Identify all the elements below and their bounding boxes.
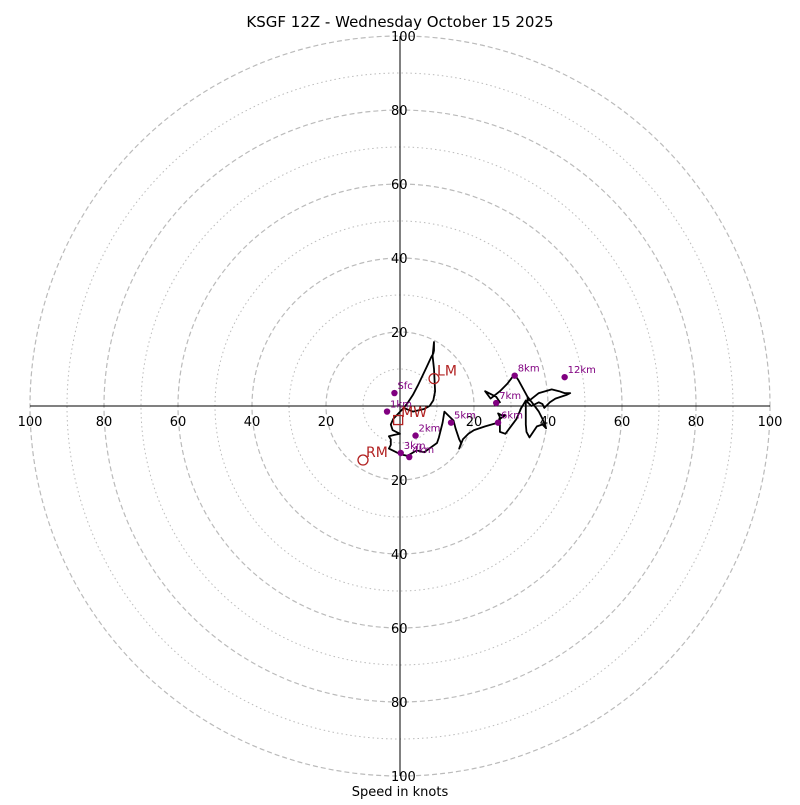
height-marker-label: 8km <box>518 364 540 375</box>
height-marker-label: 5km <box>454 411 476 422</box>
x-tick-label: 80 <box>96 415 113 430</box>
height-marker-label: 1km <box>390 400 412 411</box>
x-tick-label: 40 <box>244 415 261 430</box>
y-tick-label: 60 <box>391 178 408 193</box>
wind-trace <box>387 341 572 457</box>
height-marker-dot <box>412 432 419 439</box>
height-marker-dot <box>493 399 500 407</box>
x-tick-label: 80 <box>688 415 705 430</box>
y-tick-label: 40 <box>391 548 408 563</box>
x-tick-label: 60 <box>614 415 631 430</box>
height-marker-dot <box>406 453 413 461</box>
storm-motion-marker <box>357 454 369 466</box>
height-marker-label: 2km <box>419 424 441 435</box>
y-tick-label: 20 <box>391 474 408 489</box>
tick-labels: 100 80 60 40 20 20 40 60 80 100100806040202040608… <box>18 30 783 785</box>
y-tick-label: 60 <box>391 622 408 637</box>
height-marker-dot <box>383 408 391 415</box>
height-marker-label: 6km <box>501 411 523 422</box>
wind-trace-line <box>387 341 572 457</box>
height-marker-dot <box>494 419 502 426</box>
height-marker-label: 12km <box>568 365 596 376</box>
y-tick-label: 100 <box>391 770 416 785</box>
chart-title: KSGF 12Z - Wednesday October 15 2025 <box>246 13 553 31</box>
y-tick-label: 20 <box>391 326 408 341</box>
storm-motion-marker <box>428 372 440 385</box>
x-tick-label: 100 <box>18 415 43 430</box>
y-tick-label: 80 <box>391 696 408 711</box>
height-marker-label: 4km <box>412 445 434 456</box>
storm-motion-label: LM <box>437 364 457 380</box>
storm-motion-markers: LM MW RM <box>357 364 457 466</box>
axes <box>30 36 770 776</box>
height-marker-dot <box>397 449 404 457</box>
height-marker-dot <box>447 419 455 426</box>
height-marker-dot <box>561 373 568 381</box>
height-marker-label: 3km <box>404 441 426 452</box>
x-tick-label: 20 <box>318 415 335 430</box>
x-tick-label: 100 <box>758 415 783 430</box>
storm-motion-label: MW <box>401 405 427 421</box>
storm-motion-label: RM <box>366 445 388 461</box>
y-tick-label: 40 <box>391 252 408 267</box>
y-tick-label: 100 <box>391 30 416 45</box>
x-axis-label: Speed in knots <box>352 785 449 800</box>
height-marker-label: Sfc <box>397 381 412 392</box>
storm-motion-marker <box>392 414 404 426</box>
x-tick-label: 60 <box>170 415 187 430</box>
y-tick-label: 80 <box>391 104 408 119</box>
height-marker-label: 7km <box>499 391 521 402</box>
x-tick-label: 20 <box>466 415 483 430</box>
height-marker-dot <box>391 389 398 397</box>
height-marker-dot <box>511 372 518 379</box>
